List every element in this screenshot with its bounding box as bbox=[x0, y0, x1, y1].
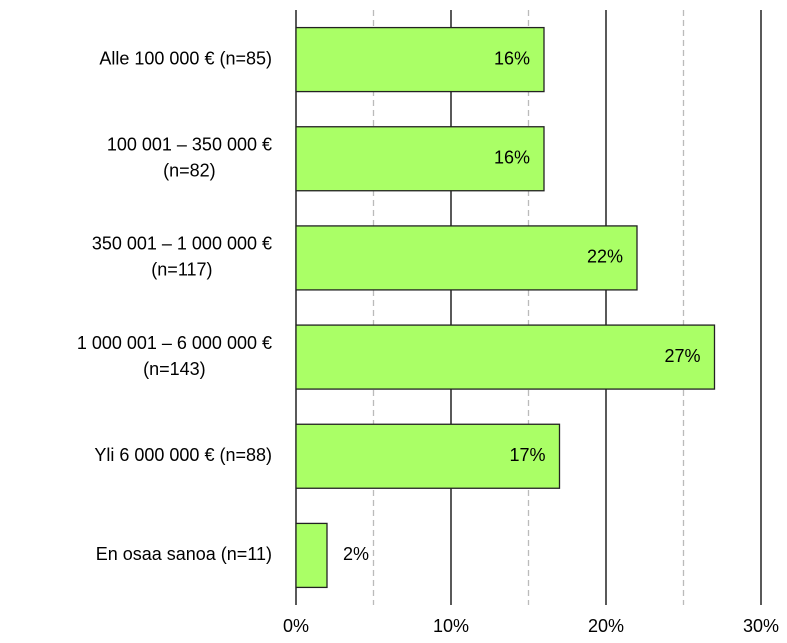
category-label: En osaa sanoa (n=11) bbox=[96, 544, 272, 564]
bar bbox=[295, 225, 638, 291]
bar bbox=[295, 126, 545, 192]
value-label: 22% bbox=[587, 247, 623, 267]
category-label: (n=117) bbox=[151, 260, 212, 280]
x-tick-label: 20% bbox=[588, 616, 624, 636]
category-label: 1 000 001 – 6 000 000 € bbox=[77, 333, 272, 353]
category-label: (n=82) bbox=[163, 161, 216, 181]
bar bbox=[295, 522, 328, 589]
x-tick-label: 0% bbox=[283, 616, 309, 636]
category-label: Yli 6 000 000 € (n=88) bbox=[94, 445, 272, 465]
bar bbox=[295, 423, 561, 489]
bar bbox=[295, 324, 716, 390]
value-label: 17% bbox=[509, 445, 545, 465]
category-label: 100 001 – 350 000 € bbox=[107, 135, 272, 155]
value-label: 27% bbox=[664, 346, 700, 366]
x-tick-label: 10% bbox=[433, 616, 469, 636]
category-label: (n=143) bbox=[143, 359, 206, 379]
value-label: 16% bbox=[494, 48, 530, 68]
category-label: Alle 100 000 € (n=85) bbox=[99, 48, 272, 68]
value-label: 2% bbox=[343, 544, 369, 564]
x-tick-label: 30% bbox=[743, 616, 779, 636]
category-label: 350 001 – 1 000 000 € bbox=[92, 234, 272, 254]
value-label: 16% bbox=[494, 148, 530, 168]
bar bbox=[295, 26, 545, 93]
